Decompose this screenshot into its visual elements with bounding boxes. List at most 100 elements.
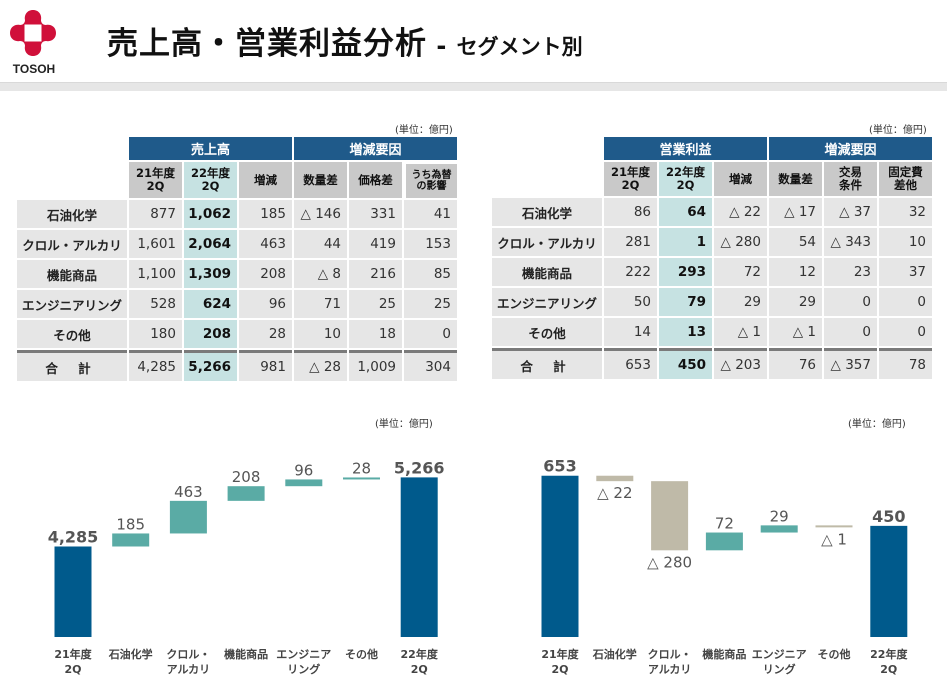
bar-increase bbox=[169, 500, 207, 534]
table-cell: 71 bbox=[294, 290, 347, 318]
table-cell: 304 bbox=[404, 350, 457, 381]
table-cell: 981 bbox=[239, 350, 292, 381]
table-cell: 10 bbox=[879, 228, 932, 256]
table-cell: △ 28 bbox=[294, 350, 347, 381]
table-cell: △ 8 bbox=[294, 260, 347, 288]
column-header: 数量差 bbox=[294, 162, 347, 198]
table-cell: 1,309 bbox=[184, 260, 237, 288]
table-row: 機能商品 1,100 1,309 208 △ 8 216 85 bbox=[17, 260, 457, 288]
category-label: クロル・アルカリ bbox=[166, 648, 210, 676]
table-cell: △ 37 bbox=[824, 198, 877, 226]
data-label: 208 bbox=[232, 468, 261, 486]
bar-increase bbox=[705, 532, 743, 551]
table-cell: 79 bbox=[659, 288, 712, 316]
category-label: 石油化学 bbox=[592, 647, 637, 661]
column-header: 価格差 bbox=[349, 162, 402, 198]
table-cell: 0 bbox=[404, 320, 457, 348]
table-cell: 293 bbox=[659, 258, 712, 286]
data-label: 653 bbox=[543, 457, 576, 476]
category-label: 機能商品 bbox=[224, 647, 268, 661]
data-label: 96 bbox=[294, 461, 313, 479]
category-label: 22年度 2Q bbox=[870, 647, 908, 676]
table-cell: 64 bbox=[659, 198, 712, 226]
category-label: エンジニアリング bbox=[752, 648, 807, 676]
table-cell: 281 bbox=[604, 228, 657, 256]
table-cell: 23 bbox=[824, 258, 877, 286]
table-cell: 419 bbox=[349, 230, 402, 258]
sales-table-unit: (単位：億円) bbox=[395, 125, 453, 136]
table-cell: 528 bbox=[129, 290, 182, 318]
table-cell: △ 343 bbox=[824, 228, 877, 256]
table-cell: 0 bbox=[824, 318, 877, 346]
table-cell: 44 bbox=[294, 230, 347, 258]
group-header-factors: 増減要因 bbox=[769, 137, 932, 160]
table-cell: 28 bbox=[239, 320, 292, 348]
sales-waterfall-chart: 4,285 21年度 2Q 185 石油化学 463 クロル・アルカリ 208 機能商品 96 エン… bbox=[48, 458, 445, 676]
table-cell: △ 280 bbox=[714, 228, 767, 256]
table-cell: 222 bbox=[604, 258, 657, 286]
column-header: 数量差 bbox=[769, 162, 822, 196]
table-cell: 50 bbox=[604, 288, 657, 316]
table-cell: 76 bbox=[769, 348, 822, 379]
table-cell: 37 bbox=[879, 258, 932, 286]
table-cell: △ 1 bbox=[714, 318, 767, 346]
table-row: 合 計 4,285 5,266 981 △ 28 1,009 304 bbox=[17, 350, 457, 381]
table-cell: 877 bbox=[129, 200, 182, 228]
table-cell: 25 bbox=[404, 290, 457, 318]
bar-decrease bbox=[651, 481, 689, 551]
category-label: エンジニアリング bbox=[276, 648, 331, 676]
data-label: 5,266 bbox=[394, 458, 445, 477]
table-cell: 331 bbox=[349, 200, 402, 228]
column-header: 22年度 2Q bbox=[659, 162, 712, 196]
data-label: 450 bbox=[872, 507, 905, 526]
table-cell: 208 bbox=[239, 260, 292, 288]
bar-increase bbox=[227, 486, 265, 501]
row-label: 機能商品 bbox=[17, 260, 127, 288]
column-header: 21年度 2Q bbox=[604, 162, 657, 196]
title-main: 売上高・営業利益分析 bbox=[107, 26, 427, 62]
category-label: 21年度 2Q bbox=[541, 647, 579, 676]
data-label: 463 bbox=[174, 483, 203, 501]
table-cell: 32 bbox=[879, 198, 932, 226]
bar-total bbox=[54, 546, 92, 637]
category-label: その他 bbox=[345, 647, 378, 661]
table-row: 石油化学 877 1,062 185 △ 146 331 41 bbox=[17, 200, 457, 228]
bar-total bbox=[541, 475, 579, 637]
table-cell: △ 203 bbox=[714, 348, 767, 379]
title-sub: セグメント別 bbox=[456, 35, 583, 59]
table-cell: 72 bbox=[714, 258, 767, 286]
bar-decrease bbox=[596, 475, 634, 482]
table-cell: △ 146 bbox=[294, 200, 347, 228]
profit-waterfall-chart: 653 21年度 2Q △ 22 石油化学 △ 280 クロル・アルカリ 72 機能商品 29 エン… bbox=[541, 457, 908, 676]
table-cell: 653 bbox=[604, 348, 657, 379]
bar-increase bbox=[285, 479, 323, 487]
table-cell: 14 bbox=[604, 318, 657, 346]
table-row: 合 計 653 450 △ 203 76 △ 357 78 bbox=[492, 348, 932, 379]
table-cell: 5,266 bbox=[184, 350, 237, 381]
row-label: クロル・アルカリ bbox=[17, 230, 127, 258]
column-header: 交易 条件 bbox=[824, 162, 877, 196]
table-cell: 29 bbox=[714, 288, 767, 316]
table-cell: 54 bbox=[769, 228, 822, 256]
table-cell: △ 357 bbox=[824, 348, 877, 379]
table-cell: 29 bbox=[769, 288, 822, 316]
table-cell: 0 bbox=[879, 318, 932, 346]
table-cell: 216 bbox=[349, 260, 402, 288]
row-label: その他 bbox=[17, 320, 127, 348]
table-row: その他 180 208 28 10 18 0 bbox=[17, 320, 457, 348]
category-label: 石油化学 bbox=[108, 647, 153, 661]
category-label: 機能商品 bbox=[702, 647, 746, 661]
data-label: △ 1 bbox=[821, 530, 847, 548]
table-cell: 624 bbox=[184, 290, 237, 318]
table-cell: 1,062 bbox=[184, 200, 237, 228]
profit-table-unit: (単位：億円) bbox=[869, 125, 927, 136]
row-label: エンジニアリング bbox=[17, 290, 127, 318]
table-cell: 2,064 bbox=[184, 230, 237, 258]
category-label: クロル・アルカリ bbox=[648, 648, 692, 676]
table-cell: 25 bbox=[349, 290, 402, 318]
data-label: 29 bbox=[770, 507, 789, 525]
row-label: クロル・アルカリ bbox=[492, 228, 602, 256]
table-corner bbox=[17, 162, 127, 198]
table-cell: △ 22 bbox=[714, 198, 767, 226]
